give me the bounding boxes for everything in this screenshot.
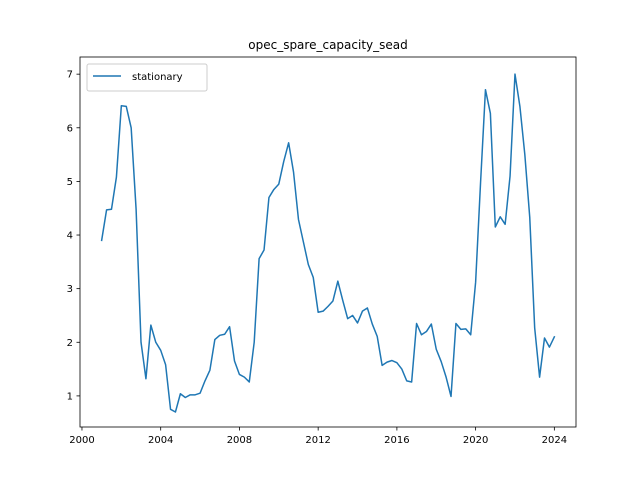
y-tick-label: 6 bbox=[67, 123, 73, 134]
y-tick-label: 5 bbox=[67, 177, 73, 188]
axes-frame bbox=[79, 56, 577, 428]
x-tick-label: 2000 bbox=[69, 435, 94, 446]
plot-area: 2000 2004 2008 2012 2016 2020 2024 1 2 3 4 5 6 7 bbox=[67, 56, 577, 446]
x-tick-label: 2020 bbox=[463, 435, 488, 446]
y-tick-label: 3 bbox=[67, 284, 73, 295]
y-tick-label: 2 bbox=[67, 338, 73, 349]
y-tick-label: 1 bbox=[67, 391, 73, 402]
series-layer bbox=[100, 73, 556, 413]
axes-background bbox=[80, 57, 576, 427]
x-tick-label: 2008 bbox=[227, 435, 252, 446]
x-axis: 2000 2004 2008 2012 2016 2020 2024 bbox=[69, 427, 567, 446]
series-line-stationary bbox=[100, 73, 556, 413]
x-tick-label: 2016 bbox=[384, 435, 409, 446]
y-tick-label: 7 bbox=[67, 70, 73, 81]
y-axis: 1 2 3 4 5 6 7 bbox=[67, 70, 80, 402]
legend-label-stationary: stationary bbox=[132, 72, 183, 83]
y-tick-label: 4 bbox=[67, 231, 73, 242]
x-tick-label: 2004 bbox=[148, 435, 173, 446]
x-tick-label: 2012 bbox=[305, 435, 330, 446]
legend-box bbox=[86, 63, 208, 92]
legend: stationary bbox=[86, 63, 208, 92]
x-tick-label: 2024 bbox=[542, 435, 567, 446]
chart-title: opec_spare_capacity_sead bbox=[248, 38, 407, 52]
